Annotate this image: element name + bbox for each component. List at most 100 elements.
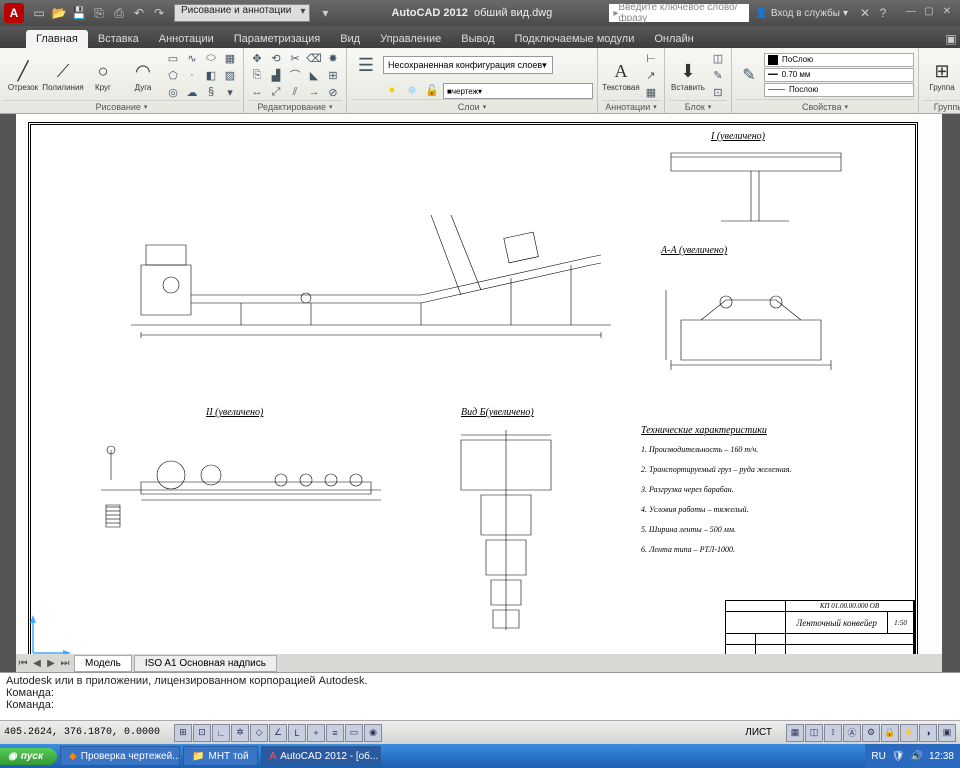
open-icon[interactable]: 📂 <box>50 4 68 22</box>
stretch-icon[interactable]: ↔ <box>248 84 266 100</box>
tab-next-icon[interactable]: ▶ <box>44 658 58 669</box>
task-3[interactable]: AAutoCAD 2012 - [об... <box>261 746 381 766</box>
model-tab[interactable]: Модель <box>74 655 132 672</box>
panel-block-title[interactable]: Блок <box>669 100 727 113</box>
qp-icon[interactable]: ▭ <box>345 724 363 742</box>
text-button[interactable]: AТекстовая <box>602 52 640 98</box>
tab-output[interactable]: Вывод <box>451 30 504 48</box>
new-icon[interactable]: ▭ <box>30 4 48 22</box>
tab-plugins[interactable]: Подключаемые модули <box>505 30 645 48</box>
arc-button[interactable]: ◠Дуга <box>124 52 162 98</box>
print-icon[interactable]: ⎙ <box>110 4 128 22</box>
osnap-icon[interactable]: ◇ <box>250 724 268 742</box>
array-icon[interactable]: ⊞ <box>324 67 342 83</box>
search-input[interactable]: ▸ Введите ключевое слово/фразу <box>609 4 749 22</box>
layer-dropdown[interactable]: ■ чертеж ▾ <box>443 83 593 99</box>
rotate-icon[interactable]: ⟲ <box>267 50 285 66</box>
layer-prop-icon[interactable]: ☰ <box>351 50 381 80</box>
start-button[interactable]: ◉ пуск <box>0 748 57 765</box>
fillet-icon[interactable]: ⌒ <box>286 67 304 83</box>
grid-icon[interactable]: ⊡ <box>193 724 211 742</box>
ducs-icon[interactable]: L <box>288 724 306 742</box>
redo-icon[interactable]: ↷ <box>150 4 168 22</box>
color-dropdown[interactable]: ПоСлою <box>764 53 914 67</box>
tab-last-icon[interactable]: ⏭ <box>58 658 72 669</box>
hatch-icon[interactable]: ▦ <box>221 50 239 66</box>
ws-switch-icon[interactable]: ⚙ <box>862 724 880 742</box>
workspace-dropdown[interactable]: Рисование и аннотации <box>174 4 310 22</box>
extend-icon[interactable]: → <box>305 84 323 100</box>
polygon-icon[interactable]: ⬠ <box>164 67 182 83</box>
panel-modify-title[interactable]: Редактирование <box>248 100 342 113</box>
ribbon-collapse-icon[interactable]: ▣ <box>942 30 960 48</box>
panel-groups-title[interactable]: Группы <box>923 100 960 113</box>
match-prop-icon[interactable]: ✎ <box>736 60 762 90</box>
tray-icon-1[interactable]: 🛡 <box>892 751 905 762</box>
rect-icon[interactable]: ▭ <box>164 50 182 66</box>
hw-accel-icon[interactable]: ⚡ <box>900 724 918 742</box>
app-menu-icon[interactable]: A <box>4 3 24 23</box>
ann-scale-icon[interactable]: ⟟ <box>824 724 842 742</box>
panel-draw-title[interactable]: Рисование <box>4 100 239 113</box>
helix-icon[interactable]: § <box>202 84 220 100</box>
tab-annot[interactable]: Аннотации <box>149 30 224 48</box>
break-icon[interactable]: ⊘ <box>324 84 342 100</box>
layer-freeze-icon[interactable]: ❄ <box>403 82 421 98</box>
restore-button[interactable]: ▢ <box>920 6 938 20</box>
move-icon[interactable]: ✥ <box>248 50 266 66</box>
group-button[interactable]: ⊞Группа <box>923 52 960 98</box>
more-draw-icon[interactable]: ▾ <box>221 84 239 100</box>
lock-ui-icon[interactable]: 🔒 <box>881 724 899 742</box>
task-2[interactable]: 📁МНТ той <box>183 746 258 766</box>
login-link[interactable]: 👤 Вход в службы ▾ <box>755 8 848 19</box>
leader-icon[interactable]: ↗ <box>642 67 660 83</box>
edit-block-icon[interactable]: ✎ <box>709 67 727 83</box>
isolate-icon[interactable]: ◑ <box>919 724 937 742</box>
polar-icon[interactable]: ✲ <box>231 724 249 742</box>
lang-indicator[interactable]: RU <box>871 751 885 762</box>
tab-first-icon[interactable]: ⏮ <box>16 658 30 669</box>
chamfer-icon[interactable]: ◣ <box>305 67 323 83</box>
revcloud-icon[interactable]: ☁ <box>183 84 201 100</box>
layout-tab-1[interactable]: ISO A1 Основная надпись <box>134 655 277 672</box>
line-button[interactable]: ╱Отрезок <box>4 52 42 98</box>
tab-home[interactable]: Главная <box>26 30 88 48</box>
lwt-icon[interactable]: ≡ <box>326 724 344 742</box>
saveas-icon[interactable]: ⎘ <box>90 4 108 22</box>
exchange-icon[interactable]: ✕ <box>856 4 874 22</box>
dyn-icon[interactable]: + <box>307 724 325 742</box>
clean-icon[interactable]: ▣ <box>938 724 956 742</box>
polyline-button[interactable]: ⟋Полилиния <box>44 52 82 98</box>
qat-more-icon[interactable]: ▾ <box>316 4 334 22</box>
explode-icon[interactable]: ✸ <box>324 50 342 66</box>
panel-layers-title[interactable]: Слои <box>351 99 593 113</box>
undo-icon[interactable]: ↶ <box>130 4 148 22</box>
qview-icon[interactable]: ◫ <box>805 724 823 742</box>
tab-param[interactable]: Параметризация <box>224 30 330 48</box>
circle-button[interactable]: ○Круг <box>84 52 122 98</box>
scale-icon[interactable]: ⤢ <box>267 84 285 100</box>
ann-vis-icon[interactable]: Ⓐ <box>843 724 861 742</box>
spline-icon[interactable]: ∿ <box>183 50 201 66</box>
mirror-icon[interactable]: ▟ <box>267 67 285 83</box>
offset-icon[interactable]: ⫽ <box>286 84 304 100</box>
trim-icon[interactable]: ✂ <box>286 50 304 66</box>
tab-prev-icon[interactable]: ◀ <box>30 658 44 669</box>
tab-manage[interactable]: Управление <box>370 30 451 48</box>
ellipse-icon[interactable]: ⬭ <box>202 50 220 66</box>
panel-props-title[interactable]: Свойства <box>736 99 914 113</box>
dim-linear-icon[interactable]: ⊢ <box>642 50 660 66</box>
task-1[interactable]: ◆Проверка чертежей... <box>60 746 180 766</box>
layer-on-icon[interactable]: ● <box>383 82 401 98</box>
erase-icon[interactable]: ⌫ <box>305 50 323 66</box>
table-icon[interactable]: ▦ <box>642 84 660 100</box>
model-space-icon[interactable]: ▦ <box>786 724 804 742</box>
command-line[interactable]: Autodesk или в приложении, лицензированн… <box>0 672 960 720</box>
tab-insert[interactable]: Вставка <box>88 30 149 48</box>
minimize-button[interactable]: — <box>902 6 920 20</box>
right-scrollbar[interactable] <box>942 114 960 672</box>
snap-icon[interactable]: ⊞ <box>174 724 192 742</box>
otrack-icon[interactable]: ∠ <box>269 724 287 742</box>
create-block-icon[interactable]: ◫ <box>709 50 727 66</box>
tab-view[interactable]: Вид <box>330 30 370 48</box>
